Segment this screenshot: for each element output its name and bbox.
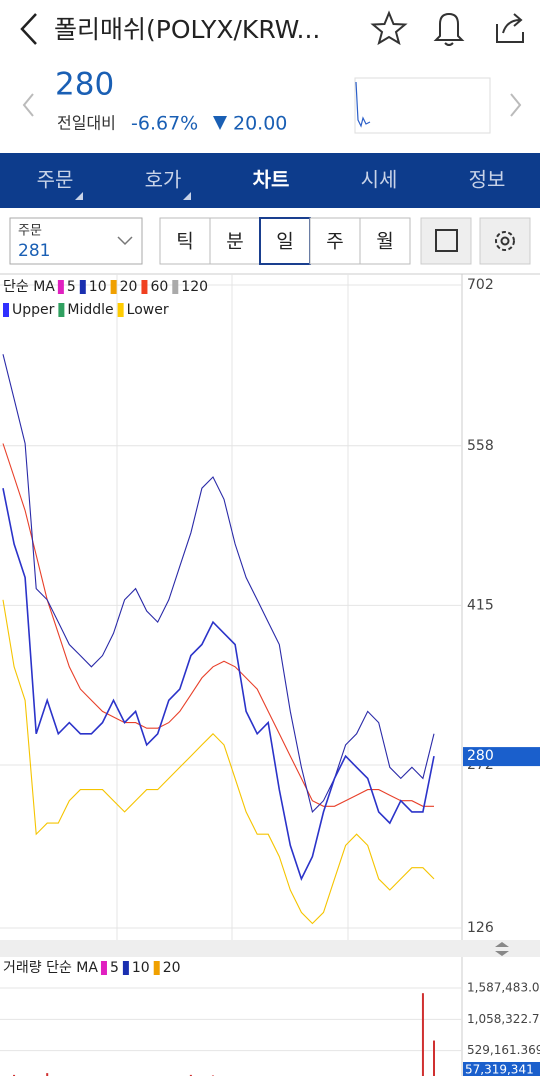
change: 20.00 [233, 113, 287, 135]
period-button[interactable] [309, 217, 361, 265]
price-line [2, 443, 434, 807]
legend-label: 10 [89, 279, 107, 295]
y-tick-label: 1,587,483.099 [467, 981, 540, 995]
price: 280 [55, 67, 114, 103]
price-chart: 2022-07-232022-10-312023-02-081262724155… [0, 274, 540, 956]
price-line [2, 599, 435, 925]
price-line [2, 488, 435, 882]
gear-icon [495, 231, 515, 251]
change-label: 전일대비 [57, 114, 116, 133]
legend-swatch [122, 961, 129, 975]
legend-swatch [141, 280, 148, 294]
legend-label: 20 [163, 960, 181, 976]
next-button[interactable] [510, 93, 522, 117]
draw-button[interactable] [420, 217, 472, 265]
price-line [2, 354, 435, 813]
gear-center [500, 236, 510, 246]
y-tick-label: 529,161.369 [467, 1043, 540, 1057]
down-arrow [213, 116, 227, 130]
tabs: 주문 호가 차트 시세 정보 [37, 168, 506, 200]
legend-label: Middle [67, 302, 113, 318]
legend-swatch [79, 280, 86, 294]
legend-swatch [117, 303, 124, 317]
tab-bar [0, 153, 540, 208]
tab-caret [183, 192, 191, 200]
back-button[interactable] [20, 13, 37, 45]
share-button[interactable] [496, 13, 524, 43]
legend-title: 거래량 단순 MA [3, 960, 98, 976]
order-select[interactable] [9, 217, 143, 265]
y-tick-label: 126 [467, 920, 494, 936]
legend-swatch [153, 961, 160, 975]
date-band [0, 940, 540, 957]
tab[interactable]: 호가 [145, 168, 182, 192]
legend-label: 5 [110, 960, 119, 976]
period-label: 일 [276, 231, 293, 253]
chevron [117, 236, 133, 246]
select-label: 주문 [18, 224, 42, 239]
draw-icon [435, 229, 458, 252]
legend-label: 10 [132, 960, 150, 976]
current-volume-box [463, 1062, 540, 1078]
current-volume-label: 57,319,341 [465, 1063, 534, 1077]
prev-button[interactable] [22, 93, 34, 117]
legend-label: Upper [12, 302, 55, 318]
volume-bar [433, 1040, 435, 1076]
period-button[interactable] [359, 217, 411, 265]
legend-swatch [110, 280, 117, 294]
volume-bar [13, 1074, 16, 1076]
y-tick-label: 1,058,322.739 [467, 1012, 540, 1026]
legend-swatch [100, 961, 107, 975]
period-label: 틱 [176, 231, 193, 253]
legend-label: 60 [150, 279, 168, 295]
tab[interactable]: 차트 [253, 168, 290, 192]
favorite-button[interactable] [370, 10, 408, 46]
legend-swatch [57, 280, 64, 294]
period-button[interactable] [259, 217, 311, 265]
period-label: 주 [326, 231, 343, 253]
title: 폴리매쉬(POLYX/KRW... [54, 15, 320, 44]
legend-title: 단순 MA [3, 279, 55, 295]
alert-button[interactable] [433, 12, 465, 46]
select-value: 281 [18, 241, 50, 261]
volume-bar [421, 993, 424, 1076]
tab-caret [75, 192, 83, 200]
sparkline [355, 81, 371, 128]
legend-swatch [172, 280, 179, 294]
legend-label: Lower [127, 302, 169, 318]
settings-button[interactable] [479, 217, 531, 265]
volume-bar [189, 1074, 192, 1076]
legend-label: 20 [120, 279, 138, 295]
legend-swatch [3, 303, 9, 317]
volume-chart: 529,161.369 1,058,322.739 1,587,483.099 57,… [0, 960, 540, 1078]
current-price-label: 280 [467, 748, 494, 764]
y-tick-label: 702 [467, 277, 494, 293]
tab[interactable]: 시세 [361, 168, 398, 192]
change-pct: -6.67% [131, 113, 198, 135]
legend-label: 5 [67, 279, 76, 295]
tab[interactable]: 주문 [37, 168, 74, 192]
current-price-box [463, 747, 540, 767]
legend-swatch [58, 303, 65, 317]
volume-bar [46, 1073, 49, 1076]
y-tick-label: 415 [467, 597, 494, 613]
tab[interactable]: 정보 [469, 168, 506, 192]
period-label: 월 [376, 231, 393, 253]
legend-label: 120 [181, 279, 208, 295]
y-tick-label: 558 [467, 438, 494, 454]
period-label: 분 [226, 231, 243, 253]
sparkline-box [354, 77, 491, 134]
resize-handle[interactable] [495, 942, 509, 956]
